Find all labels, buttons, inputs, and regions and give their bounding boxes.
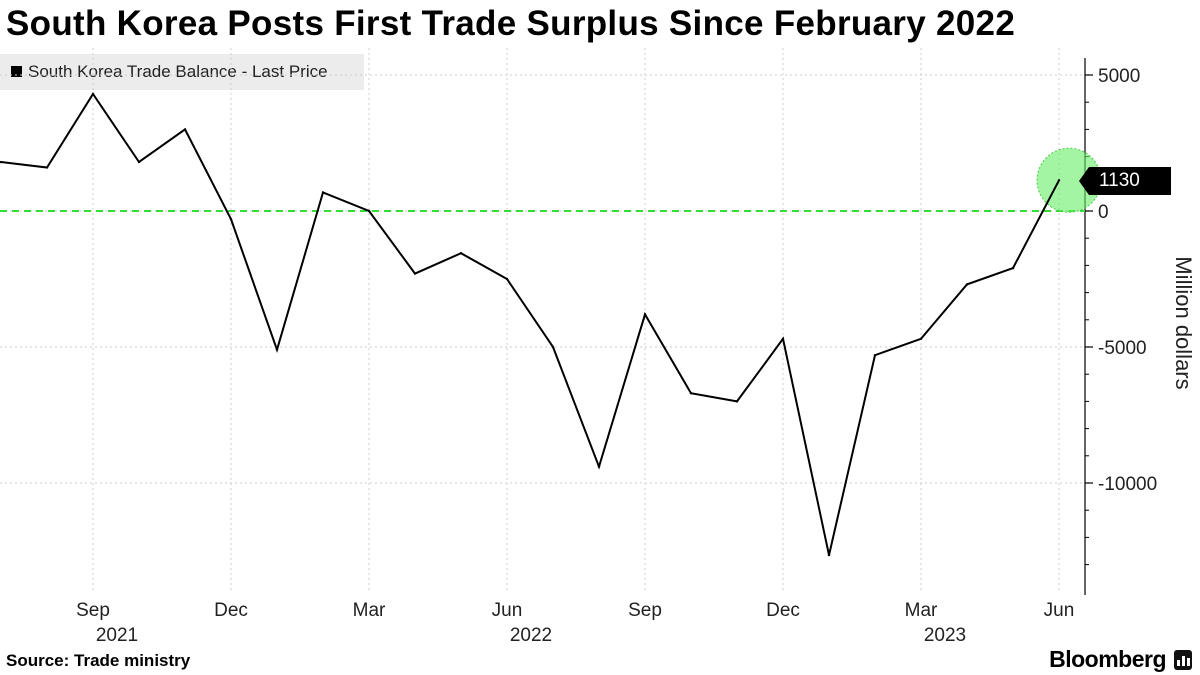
data-point [919,337,923,341]
data-point [643,313,647,316]
data-point [367,209,371,213]
y-tick-label: 5000 [1098,66,1140,87]
data-point [321,191,325,194]
y-tick-label: -10000 [1098,474,1157,495]
x-year-label: 2021 [96,625,138,646]
data-point [597,465,601,468]
x-tick-label: Jun [1044,600,1075,621]
bars-icon [1174,650,1192,670]
x-tick-label: Dec [766,600,800,621]
data-point [1011,266,1015,270]
y-tick-label: -5000 [1098,338,1147,359]
legend: South Korea Trade Balance - Last Price [0,54,364,90]
data-point [873,353,877,357]
data-point [965,283,969,286]
data-point [781,337,785,341]
data-point [45,166,49,169]
data-point [137,160,141,164]
x-year-label: 2023 [924,625,966,646]
x-tick-label: Sep [76,600,110,621]
x-tick-label: Jun [492,600,523,621]
data-point [1057,179,1061,182]
data-point [735,400,739,403]
data-point [413,272,417,275]
source-note: Source: Trade ministry [6,651,191,670]
data-point [827,553,831,557]
data-point [183,128,187,131]
x-tick-label: Mar [905,600,938,621]
x-tick-label: Mar [353,600,386,621]
x-tick-label: Dec [214,600,248,621]
legend-label: South Korea Trade Balance - Last Price [28,62,328,81]
data-point [551,345,555,349]
legend-swatch [11,66,22,77]
data-point [229,217,233,221]
y-tick-label: 0 [1098,202,1109,223]
data-point [689,392,693,395]
last-value-tag: 1130 [1079,167,1171,195]
data-point [91,92,95,96]
data-point [459,251,463,255]
series-line [0,92,1060,556]
x-year-label: 2022 [510,625,552,646]
y-axis-label: Million dollars [1171,256,1196,389]
brand-logo: Bloomberg [1049,646,1166,672]
data-point [0,160,3,164]
data-point [275,348,279,351]
data-point [505,277,509,281]
chart-title: South Korea Posts First Trade Surplus Si… [6,4,1016,43]
x-tick-label: Sep [628,600,662,621]
